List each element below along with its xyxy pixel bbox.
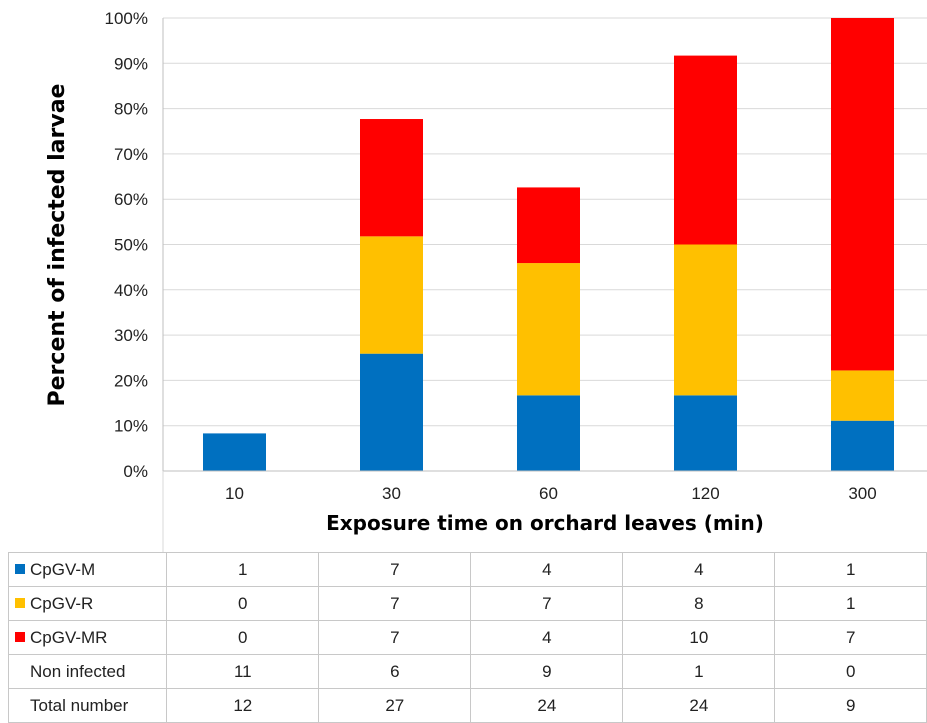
table-row: Total number 12 27 24 24 9 (7, 688, 927, 723)
row-label: Total number (7, 688, 168, 723)
table-cell: 7 (774, 620, 927, 655)
table-cell: 8 (622, 586, 776, 621)
data-table: CpGV-M 1 7 4 4 1 CpGV-R 0 7 7 8 1 CpGV-MR 0 7 4 10 7 Non i… (7, 552, 927, 723)
y-tick-label: 80% (114, 100, 148, 119)
table-cell: 1 (774, 552, 927, 587)
y-tick-label: 90% (114, 54, 148, 73)
row-label: CpGV-MR (7, 620, 168, 655)
table-cell: 4 (622, 552, 776, 587)
legend-swatch (15, 666, 25, 676)
y-axis-label: Percent of infected larvae (45, 84, 70, 407)
table-cell: 7 (470, 586, 624, 621)
bar-segment-cpgv-mr (674, 55, 737, 245)
x-tick-label: 300 (848, 484, 876, 503)
x-tick-label: 60 (539, 484, 558, 503)
bar-segment-cpgv-m (517, 395, 580, 471)
bar-segment-cpgv-m (203, 433, 266, 471)
table-cell: 27 (318, 688, 472, 723)
table-cell: 9 (774, 688, 927, 723)
x-axis-label: Exposure time on orchard leaves (min) (326, 511, 764, 535)
bar-segment-cpgv-r (517, 263, 580, 396)
y-tick-label: 10% (114, 417, 148, 436)
y-tick-label: 70% (114, 145, 148, 164)
table-cell: 24 (622, 688, 776, 723)
table-cell: 1 (166, 552, 320, 587)
row-label-text: Total number (30, 695, 129, 715)
table-cell: 7 (318, 552, 472, 587)
table-row: CpGV-MR 0 7 4 10 7 (7, 620, 927, 655)
bar-segment-cpgv-mr (360, 119, 423, 237)
bar-segment-cpgv-r (674, 244, 737, 396)
y-tick-label: 100% (105, 9, 148, 28)
table-cell: 0 (774, 654, 927, 689)
table-row: Non infected 11 6 9 1 0 (7, 654, 927, 689)
x-tick-label: 10 (225, 484, 244, 503)
table-cell: 1 (774, 586, 927, 621)
stacked-bar-chart: 0% 10% 20% 30% 40% 50% 60% 70% 80% 90% 100% 10 30 60 1… (45, 9, 927, 552)
y-tick-label: 0% (123, 462, 148, 481)
y-tick-label: 30% (114, 326, 148, 345)
bar-segment-cpgv-m (674, 395, 737, 471)
row-label-text: CpGV-MR (30, 627, 108, 647)
y-tick-label: 20% (114, 371, 148, 390)
legend-swatch (15, 563, 25, 574)
table-cell: 10 (622, 620, 776, 655)
row-label-text: CpGV-M (30, 559, 96, 579)
x-tick-label: 120 (691, 484, 719, 503)
row-label: CpGV-M (7, 552, 168, 587)
y-tick-label: 50% (114, 236, 148, 255)
row-label: Non infected (7, 654, 168, 689)
bar-segment-cpgv-r (360, 236, 423, 354)
bar-segment-cpgv-mr (517, 187, 580, 264)
table-cell: 1 (622, 654, 776, 689)
table-row: CpGV-R 0 7 7 8 1 (7, 586, 927, 621)
table-cell: 6 (318, 654, 472, 689)
table-row: CpGV-M 1 7 4 4 1 (7, 552, 927, 587)
legend-swatch (15, 700, 25, 710)
axes: 0% 10% 20% 30% 40% 50% 60% 70% 80% 90% 100% 10 30 60 1… (105, 9, 927, 552)
table-cell: 7 (318, 586, 472, 621)
legend-swatch (15, 597, 25, 608)
row-label-text: Non infected (30, 661, 126, 681)
row-label: CpGV-R (7, 586, 168, 621)
table-cell: 0 (166, 620, 320, 655)
bars (203, 18, 894, 471)
y-tick-label: 40% (114, 281, 148, 300)
bar-segment-cpgv-mr (831, 18, 894, 371)
row-label-text: CpGV-R (30, 593, 94, 613)
table-cell: 11 (166, 654, 320, 689)
bar-segment-cpgv-m (831, 420, 894, 471)
bar-segment-cpgv-r (831, 370, 894, 421)
table-cell: 7 (318, 620, 472, 655)
y-tick-label: 60% (114, 190, 148, 209)
table-cell: 9 (470, 654, 624, 689)
table-cell: 24 (470, 688, 624, 723)
table-cell: 4 (470, 552, 624, 587)
table-cell: 4 (470, 620, 624, 655)
table-cell: 0 (166, 586, 320, 621)
x-tick-label: 30 (382, 484, 401, 503)
legend-swatch (15, 631, 25, 642)
table-cell: 12 (166, 688, 320, 723)
bar-segment-cpgv-m (360, 353, 423, 471)
